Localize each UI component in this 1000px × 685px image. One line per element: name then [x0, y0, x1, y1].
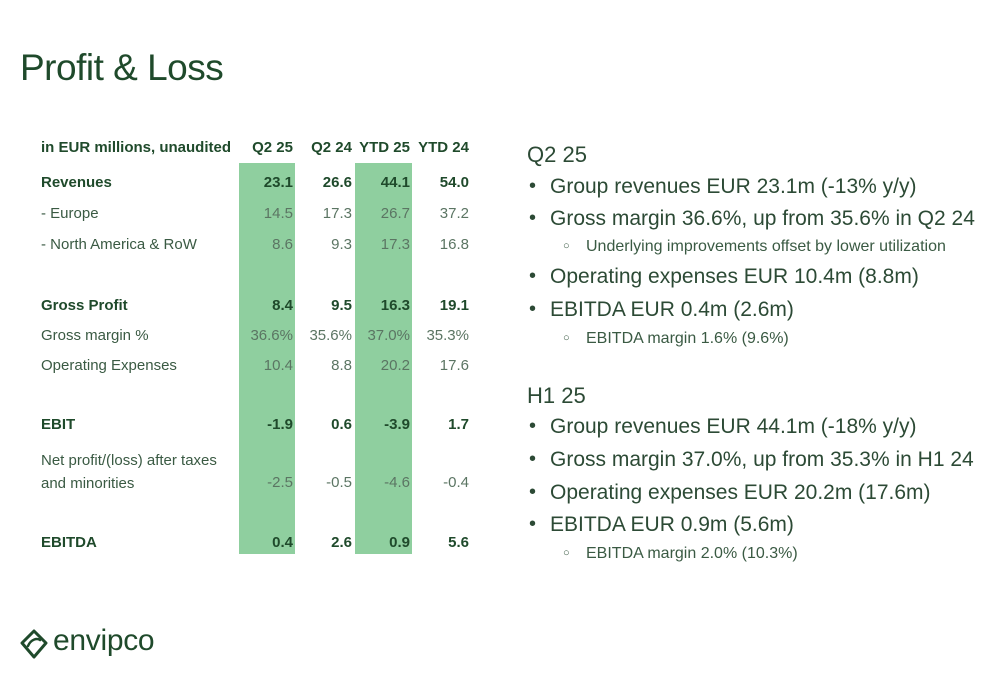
row-label: - North America & RoW: [41, 236, 197, 253]
page-title: Profit & Loss: [20, 46, 224, 88]
table-cell: 14.5: [263, 205, 293, 222]
table-cell: 1.7: [448, 416, 469, 433]
table-cell: 0.6: [331, 416, 352, 433]
table-header-label: in EUR millions, unaudited: [41, 139, 232, 156]
column-header: YTD 25: [359, 139, 410, 156]
bullet-icon: •: [529, 448, 537, 470]
sub-bullet-icon: ○: [563, 240, 570, 252]
table-cell: -0.5: [326, 474, 352, 491]
table-cell: 17.3: [322, 205, 352, 222]
table-cell: 17.6: [439, 357, 469, 374]
sub-bullet-icon: ○: [563, 547, 570, 559]
row-label: Net profit/(loss) after taxes and minori…: [41, 452, 217, 492]
table-cell: 35.6%: [309, 327, 352, 344]
bullet-icon: •: [529, 415, 537, 437]
table-cell: 19.1: [439, 297, 469, 314]
pnl-table: in EUR millions, unaudited Q2 25 Q2 24 Y…: [0, 0, 480, 600]
column-header: Q2 25: [252, 139, 293, 156]
table-cell: 9.3: [331, 236, 352, 253]
table-cell: -2.5: [267, 474, 293, 491]
bullet-icon: •: [529, 513, 537, 535]
table-cell: 8.4: [272, 297, 293, 314]
section-title-q2: Q2 25: [527, 142, 587, 167]
table-cell: 2.6: [331, 534, 352, 551]
table-cell: 26.6: [322, 174, 352, 191]
row-label: Gross Profit: [41, 297, 128, 314]
table-cell: 16.8: [439, 236, 469, 253]
row-label: EBIT: [41, 416, 76, 433]
table-cell: 54.0: [439, 174, 469, 191]
row-label: - Europe: [41, 205, 99, 222]
table-cell: -4.6: [384, 474, 410, 491]
bullet-icon: •: [529, 298, 537, 320]
row-label: Gross margin %: [41, 327, 149, 344]
envipco-leaf-icon: [20, 629, 48, 659]
section-title-h1: H1 25: [527, 383, 586, 408]
bullet-icon: •: [529, 481, 537, 503]
table-cell: 23.1: [263, 174, 293, 191]
table-cell: -0.4: [443, 474, 469, 491]
table-cell: 10.4: [263, 357, 293, 374]
table-cell: 20.2: [380, 357, 410, 374]
logo-text: envipco: [53, 624, 155, 657]
table-cell: 37.0%: [367, 327, 410, 344]
table-cell: 8.8: [331, 357, 352, 374]
table-cell: 36.6%: [250, 327, 293, 344]
table-cell: 26.7: [380, 205, 410, 222]
column-header: Q2 24: [311, 139, 352, 156]
table-cell: 9.5: [331, 297, 352, 314]
table-cell: 35.3%: [426, 327, 469, 344]
column-header: YTD 24: [418, 139, 469, 156]
table-cell: 16.3: [380, 297, 410, 314]
table-cell: 37.2: [439, 205, 469, 222]
table-cell: 8.6: [272, 236, 293, 253]
bullet-icon: •: [529, 265, 537, 287]
table-cell: 44.1: [380, 174, 410, 191]
row-label: Revenues: [41, 174, 112, 191]
table-cell: 0.4: [272, 534, 293, 551]
table-cell: -3.9: [384, 416, 410, 433]
bullet-icon: •: [529, 175, 537, 197]
row-label: Operating Expenses: [41, 357, 177, 374]
bullet-icon: •: [529, 207, 537, 229]
highlight-column-q2-25: [239, 163, 295, 554]
table-cell: 17.3: [380, 236, 410, 253]
table-cell: 0.9: [389, 534, 410, 551]
table-cell: 5.6: [448, 534, 469, 551]
table-cell: -1.9: [267, 416, 293, 433]
sub-bullet-icon: ○: [563, 332, 570, 344]
highlight-column-ytd-25: [355, 163, 412, 554]
row-label: EBITDA: [41, 534, 97, 551]
